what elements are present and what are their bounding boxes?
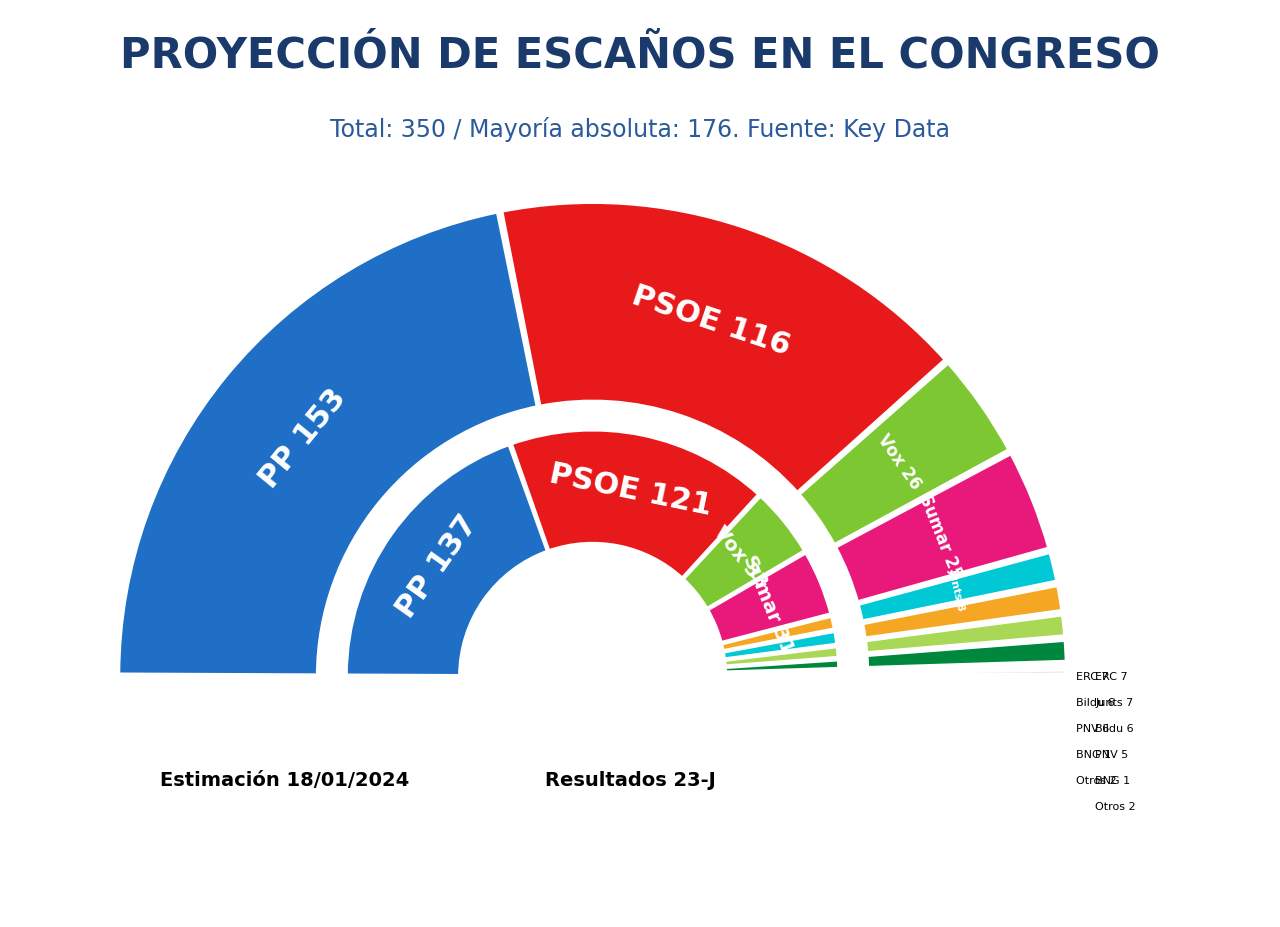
Text: ERC 7: ERC 7 bbox=[1096, 671, 1128, 681]
Text: PNV 5: PNV 5 bbox=[1096, 750, 1129, 760]
Text: Sumar 25: Sumar 25 bbox=[915, 492, 965, 582]
Text: PROYECCIÓN DE ESCAÑOS EN EL CONGRESO: PROYECCIÓN DE ESCAÑOS EN EL CONGRESO bbox=[120, 34, 1160, 77]
Text: Estimación 18/01/2024: Estimación 18/01/2024 bbox=[160, 771, 410, 790]
Wedge shape bbox=[723, 631, 837, 659]
Text: Resultados 23-J: Resultados 23-J bbox=[545, 771, 716, 790]
Wedge shape bbox=[858, 552, 1057, 621]
Text: Vox 26: Vox 26 bbox=[874, 431, 925, 492]
Text: Otros 2: Otros 2 bbox=[1076, 776, 1116, 786]
Wedge shape bbox=[863, 585, 1062, 638]
Wedge shape bbox=[722, 616, 835, 651]
Text: Total: 350 / Mayoría absoluta: 176. Fuente: Key Data: Total: 350 / Mayoría absoluta: 176. Fuen… bbox=[330, 118, 950, 142]
Text: Vox 33: Vox 33 bbox=[709, 523, 771, 592]
Wedge shape bbox=[511, 430, 759, 578]
Text: BNG 1: BNG 1 bbox=[1096, 776, 1130, 786]
Wedge shape bbox=[502, 202, 946, 492]
Text: Junts 7: Junts 7 bbox=[1096, 698, 1133, 707]
Wedge shape bbox=[708, 552, 831, 642]
Wedge shape bbox=[799, 362, 1009, 545]
Wedge shape bbox=[724, 646, 838, 667]
Wedge shape bbox=[724, 660, 838, 672]
Wedge shape bbox=[836, 453, 1050, 602]
Text: Junts 8: Junts 8 bbox=[947, 567, 966, 612]
Text: Otros 2: Otros 2 bbox=[1096, 802, 1135, 812]
Text: PP 153: PP 153 bbox=[255, 384, 352, 494]
Text: PP 137: PP 137 bbox=[392, 510, 484, 624]
Wedge shape bbox=[868, 666, 1066, 670]
Text: Sumar 31: Sumar 31 bbox=[740, 552, 796, 656]
Wedge shape bbox=[868, 670, 1066, 675]
Wedge shape bbox=[684, 496, 805, 609]
Text: BNG 1: BNG 1 bbox=[1076, 750, 1111, 760]
Wedge shape bbox=[726, 671, 840, 673]
Wedge shape bbox=[865, 615, 1065, 653]
Text: PNV 6: PNV 6 bbox=[1076, 724, 1110, 733]
Wedge shape bbox=[119, 212, 538, 675]
Text: PSOE 116: PSOE 116 bbox=[628, 281, 795, 362]
Text: Bildu 6: Bildu 6 bbox=[1096, 724, 1134, 733]
Text: Bildu 6: Bildu 6 bbox=[1076, 698, 1115, 707]
Text: PSOE 121: PSOE 121 bbox=[547, 460, 714, 521]
Wedge shape bbox=[867, 641, 1066, 667]
Wedge shape bbox=[346, 444, 548, 676]
Wedge shape bbox=[726, 673, 840, 676]
Text: ERC 7: ERC 7 bbox=[1076, 671, 1108, 681]
